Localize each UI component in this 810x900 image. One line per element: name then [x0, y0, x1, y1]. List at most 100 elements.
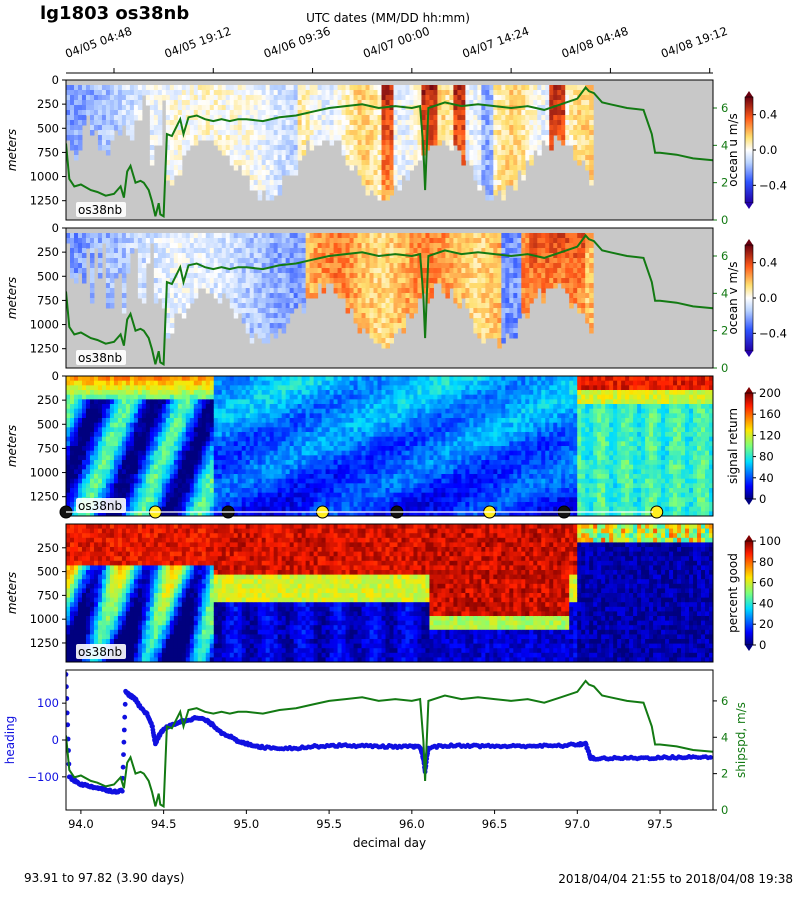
- heatmap-cell: [173, 85, 179, 91]
- heatmap-cell: [169, 376, 175, 382]
- heatmap-cell: [401, 170, 406, 176]
- heatmap-cell: [245, 170, 251, 176]
- heatmap-cell: [245, 293, 251, 299]
- heatmap-cell: [69, 125, 75, 131]
- heatmap-cell: [453, 288, 458, 294]
- heatmap-cell: [453, 283, 458, 289]
- heatmap-cell: [285, 145, 291, 151]
- heatmap-cell: [121, 85, 127, 91]
- heatmap-cell: [401, 323, 406, 329]
- heatmap-cell: [521, 238, 526, 244]
- heatmap-cell: [249, 100, 255, 106]
- heatmap-cell: [245, 273, 251, 279]
- heatmap-cell: [373, 333, 379, 339]
- heatmap-cell: [473, 313, 478, 319]
- heatmap-cell: [225, 105, 231, 111]
- heatmap-cell: [381, 90, 386, 96]
- heatmap-cell: [457, 258, 462, 264]
- heatmap-cell: [437, 258, 442, 264]
- heatmap-cell: [153, 446, 159, 452]
- heatmap-cell: [269, 190, 275, 196]
- heatmap-cell: [293, 293, 299, 299]
- heatmap-cell: [177, 436, 183, 442]
- heatmap-cell: [165, 404, 171, 410]
- heatmap-cell: [469, 238, 474, 244]
- heatmap-cell: [341, 135, 347, 141]
- heatmap-cell: [445, 233, 450, 239]
- heatmap-cell: [73, 105, 79, 111]
- heatmap-cell: [169, 394, 175, 400]
- heatmap-cell: [129, 238, 135, 244]
- heatmap-cell: [293, 248, 299, 254]
- heatmap-cell: [66, 385, 71, 391]
- heatmap-cell: [345, 233, 351, 239]
- heatmap-cell: [505, 318, 510, 324]
- heatmap-cell: [133, 95, 139, 101]
- heatmap-cell: [201, 125, 207, 131]
- heatmap-cell: [489, 95, 494, 101]
- heatmap-cell: [113, 390, 119, 396]
- heatmap-cell: [589, 120, 594, 126]
- heatmap-cell: [109, 120, 115, 126]
- heatmap-cell: [465, 85, 470, 91]
- heatmap-cell: [405, 170, 410, 176]
- heatmap-cell: [169, 488, 175, 494]
- heatmap-cell: [185, 130, 191, 136]
- heatmap-cell: [269, 110, 275, 116]
- heatmap-cell: [257, 243, 263, 249]
- heatmap-cell: [189, 253, 195, 259]
- heatmap-cell: [497, 303, 502, 309]
- heatmap-cell: [157, 233, 163, 239]
- heatmap-cell: [457, 268, 462, 274]
- heatmap-cell: [413, 100, 418, 106]
- heatmap-cell: [89, 455, 95, 461]
- heatmap-cell: [497, 100, 502, 106]
- heatmap-cell: [473, 293, 478, 299]
- heatmap-cell: [353, 135, 359, 141]
- heatmap-cell: [585, 243, 590, 249]
- heatmap-cell: [501, 263, 506, 269]
- heatmap-cell: [249, 263, 255, 269]
- heatmap-cell: [485, 243, 490, 249]
- heatmap-cell: [121, 394, 127, 400]
- heatmap-cell: [185, 460, 191, 466]
- heatmap-cell: [81, 248, 87, 254]
- heatmap-cell: [197, 464, 203, 470]
- heatmap-cell: [521, 90, 526, 96]
- heatmap-cell: [169, 95, 175, 101]
- heatmap-cell: [149, 408, 155, 414]
- heatmap-cell: [437, 125, 442, 131]
- heatmap-cell: [185, 408, 191, 414]
- heatmap-cell: [69, 130, 75, 136]
- heatmap-cell: [141, 380, 147, 386]
- heatmap-cell: [241, 120, 247, 126]
- heatmap-cell: [333, 85, 339, 91]
- heatmap-cell: [173, 105, 179, 111]
- heatmap-cell: [393, 175, 398, 181]
- heatmap-cell: [397, 185, 402, 191]
- heatmap-cell: [141, 492, 147, 498]
- heatmap-cell: [373, 155, 379, 161]
- heatmap-cell: [121, 432, 127, 438]
- heatmap-cell: [169, 268, 175, 274]
- heatmap-cell: [89, 492, 95, 498]
- heatmap-cell: [141, 436, 147, 442]
- heatmap-cell: [121, 243, 127, 249]
- heatmap-cell: [553, 125, 558, 131]
- heatmap-cell: [113, 450, 119, 456]
- heatmap-cell: [137, 115, 143, 121]
- heatmap-cell: [205, 273, 211, 279]
- heatmap-cell: [505, 135, 510, 141]
- heatmap-cell: [85, 105, 91, 111]
- heatmap-cell: [577, 253, 582, 259]
- heatmap-cell: [349, 115, 355, 121]
- heatmap-cell: [329, 125, 335, 131]
- heatmap-cell: [477, 288, 482, 294]
- heatmap-cell: [269, 125, 275, 131]
- heatmap-cell: [265, 298, 271, 304]
- heatmap-cell: [297, 150, 303, 156]
- heatmap-cell: [541, 283, 546, 289]
- heatmap-cell: [313, 263, 319, 269]
- heatmap-cell: [137, 263, 143, 269]
- heatmap-cell: [289, 253, 295, 259]
